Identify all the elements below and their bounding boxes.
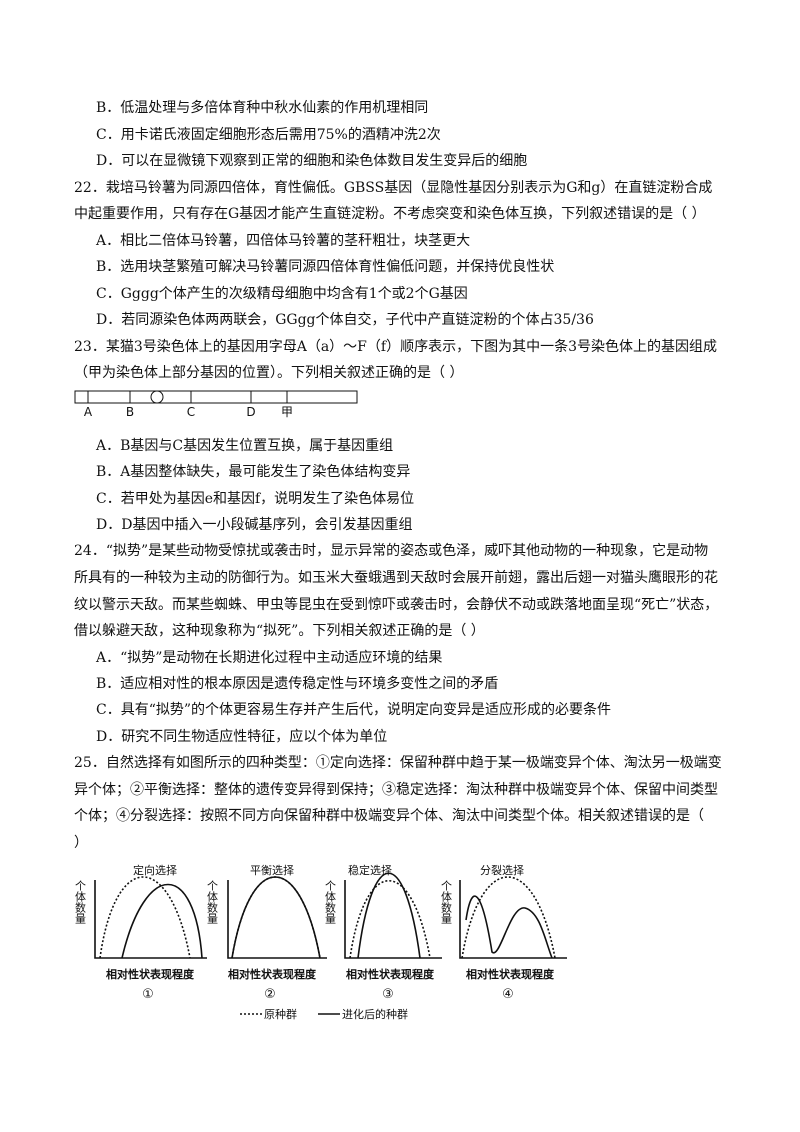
chromosome-figure (74, 390, 358, 404)
x-axis-label: 相对性状表现程度 (106, 967, 195, 981)
panel-title: 稳定选择 (348, 863, 392, 877)
text-line: C．Gggg个体产生的次级精母细胞中均含有1个或2个G基因 (96, 286, 468, 302)
selection-curves (94, 872, 567, 1015)
y-axis-label: 个体数量 (74, 880, 87, 924)
text-line: A．B基因与C基因发生位置互换，属于基因重组 (96, 438, 394, 454)
legend-label: 进化后的种群 (342, 1007, 408, 1021)
y-axis-label: 个体数量 (440, 880, 453, 924)
text-line: A．“拟势”是动物在长期进化过程中主动适应环境的结果 (96, 650, 443, 666)
gene-label: 甲 (281, 405, 293, 419)
axes (344, 880, 442, 959)
original-curve (231, 876, 321, 959)
text-line: 纹以警示天敌。而某些蜘蛛、甲虫等昆虫在受到惊吓或袭击时，会静伏不动或跌落地面呈现… (74, 597, 719, 613)
panel-number: ① (142, 987, 154, 1002)
text-line: B．A基因整体缺失，最可能发生了染色体结构变异 (96, 464, 411, 480)
gene-label: D (246, 405, 255, 419)
y-axis-label: 个体数量 (324, 880, 337, 924)
panel-title: 定向选择 (133, 863, 177, 877)
text-line: C．具有“拟势”的个体更容易生存并产生后代，说明定向变异是适应形成的必要条件 (96, 702, 612, 718)
original-curve (99, 876, 191, 959)
text-line: 中起重要作用，只有存在G基因才能产生直链淀粉。不考虑突变和染色体互换，下列叙述错… (74, 206, 706, 222)
text-line: 24．“拟势”是某些动物受惊扰或袭击时，显示异常的姿态或色泽，威吓其他动物的一种… (74, 543, 709, 559)
panel-title: 平衡选择 (250, 863, 294, 877)
text-line: （甲为染色体上部分基因的位置）。下列相关叙述正确的是（ ） (74, 365, 464, 381)
panel-number: ④ (502, 987, 514, 1002)
chromosome (74, 390, 358, 404)
evolved-curve (231, 876, 321, 959)
legend-label: 原种群 (264, 1007, 297, 1021)
text-line: 25．自然选择有如图所示的四种类型：①定向选择：保留种群中趋于某一极端变异个体、… (74, 755, 722, 771)
panel-number: ③ (382, 987, 394, 1002)
text-line: ） (74, 835, 88, 851)
x-axis-label: 相对性状表现程度 (466, 967, 555, 981)
text-line: C．用卡诺氏液固定细胞形态后需用75%的酒精冲洗2次 (96, 127, 441, 143)
centromere (150, 390, 164, 404)
text-line: D．研究不同生物适应性特征，应以个体为单位 (96, 729, 388, 745)
text-line: D．若同源染色体两两联会，GGgg个体自交，子代中产直链淀粉的个体占35/36 (96, 312, 594, 328)
text-line: 个体；④分裂选择：按照不同方向保留种群中极端变异个体、淘汰中间类型个体。相关叙述… (74, 808, 704, 824)
text-line: 借以躲避天敌，这种现象称为“拟死”。下列相关叙述正确的是（ ） (74, 623, 485, 639)
text-line: D．可以在显微镜下观察到正常的细胞和染色体数目发生变异后的细胞 (96, 153, 528, 169)
evolved-curve (465, 895, 553, 959)
panel-title: 分裂选择 (480, 863, 524, 877)
panel-number: ② (264, 987, 276, 1002)
gene-label: C (187, 405, 195, 419)
text-line: D．D基因中插入一小段碱基序列，会引发基因重组 (96, 517, 413, 533)
text-line: 所具有的一种较为主动的防御行为。如玉米大蚕蛾遇到天敌时会展开前翅，露出后翅一对猫… (74, 570, 718, 586)
evolved-curve (121, 883, 203, 959)
gene-label: B (126, 405, 134, 419)
text-line: B．低温处理与多倍体育种中秋水仙素的作用机理相同 (96, 100, 429, 116)
y-axis-label: 个体数量 (206, 880, 219, 924)
text-line: B．适应相对性的根本原因是遗传稳定性与环境多变性之间的矛盾 (96, 676, 499, 692)
gene-label: A (84, 405, 93, 419)
text-line: 22．栽培马铃薯为同源四倍体，育性偏低。GBSS基因（显隐性基因分别表示为G和g… (74, 180, 713, 196)
axes (227, 880, 327, 959)
text-line: 23．某猫3号染色体上的基因用字母A（a）～F（f）顺序表示，下图为其中一条3号… (74, 339, 717, 355)
original-curve (461, 876, 556, 959)
text-line: B．选用块茎繁殖可解决马铃薯同源四倍体育性偏低问题，并保持优良性状 (96, 259, 555, 275)
text-line: C．若甲处为基因e和基因f，说明发生了染色体易位 (96, 491, 415, 507)
text-line: 异个体；②平衡选择：整体的遗传变异得到保持；③稳定选择：淘汰种群中极端变异个体、… (74, 782, 718, 798)
evolved-curve (357, 872, 421, 959)
x-axis-label: 相对性状表现程度 (346, 967, 435, 981)
axes (459, 880, 567, 959)
x-axis-label: 相对性状表现程度 (228, 967, 317, 981)
original-curve (349, 879, 431, 959)
axes (94, 880, 207, 959)
text-line: A．相比二倍体马铃薯，四倍体马铃薯的茎秆粗壮，块茎更大 (96, 233, 471, 249)
